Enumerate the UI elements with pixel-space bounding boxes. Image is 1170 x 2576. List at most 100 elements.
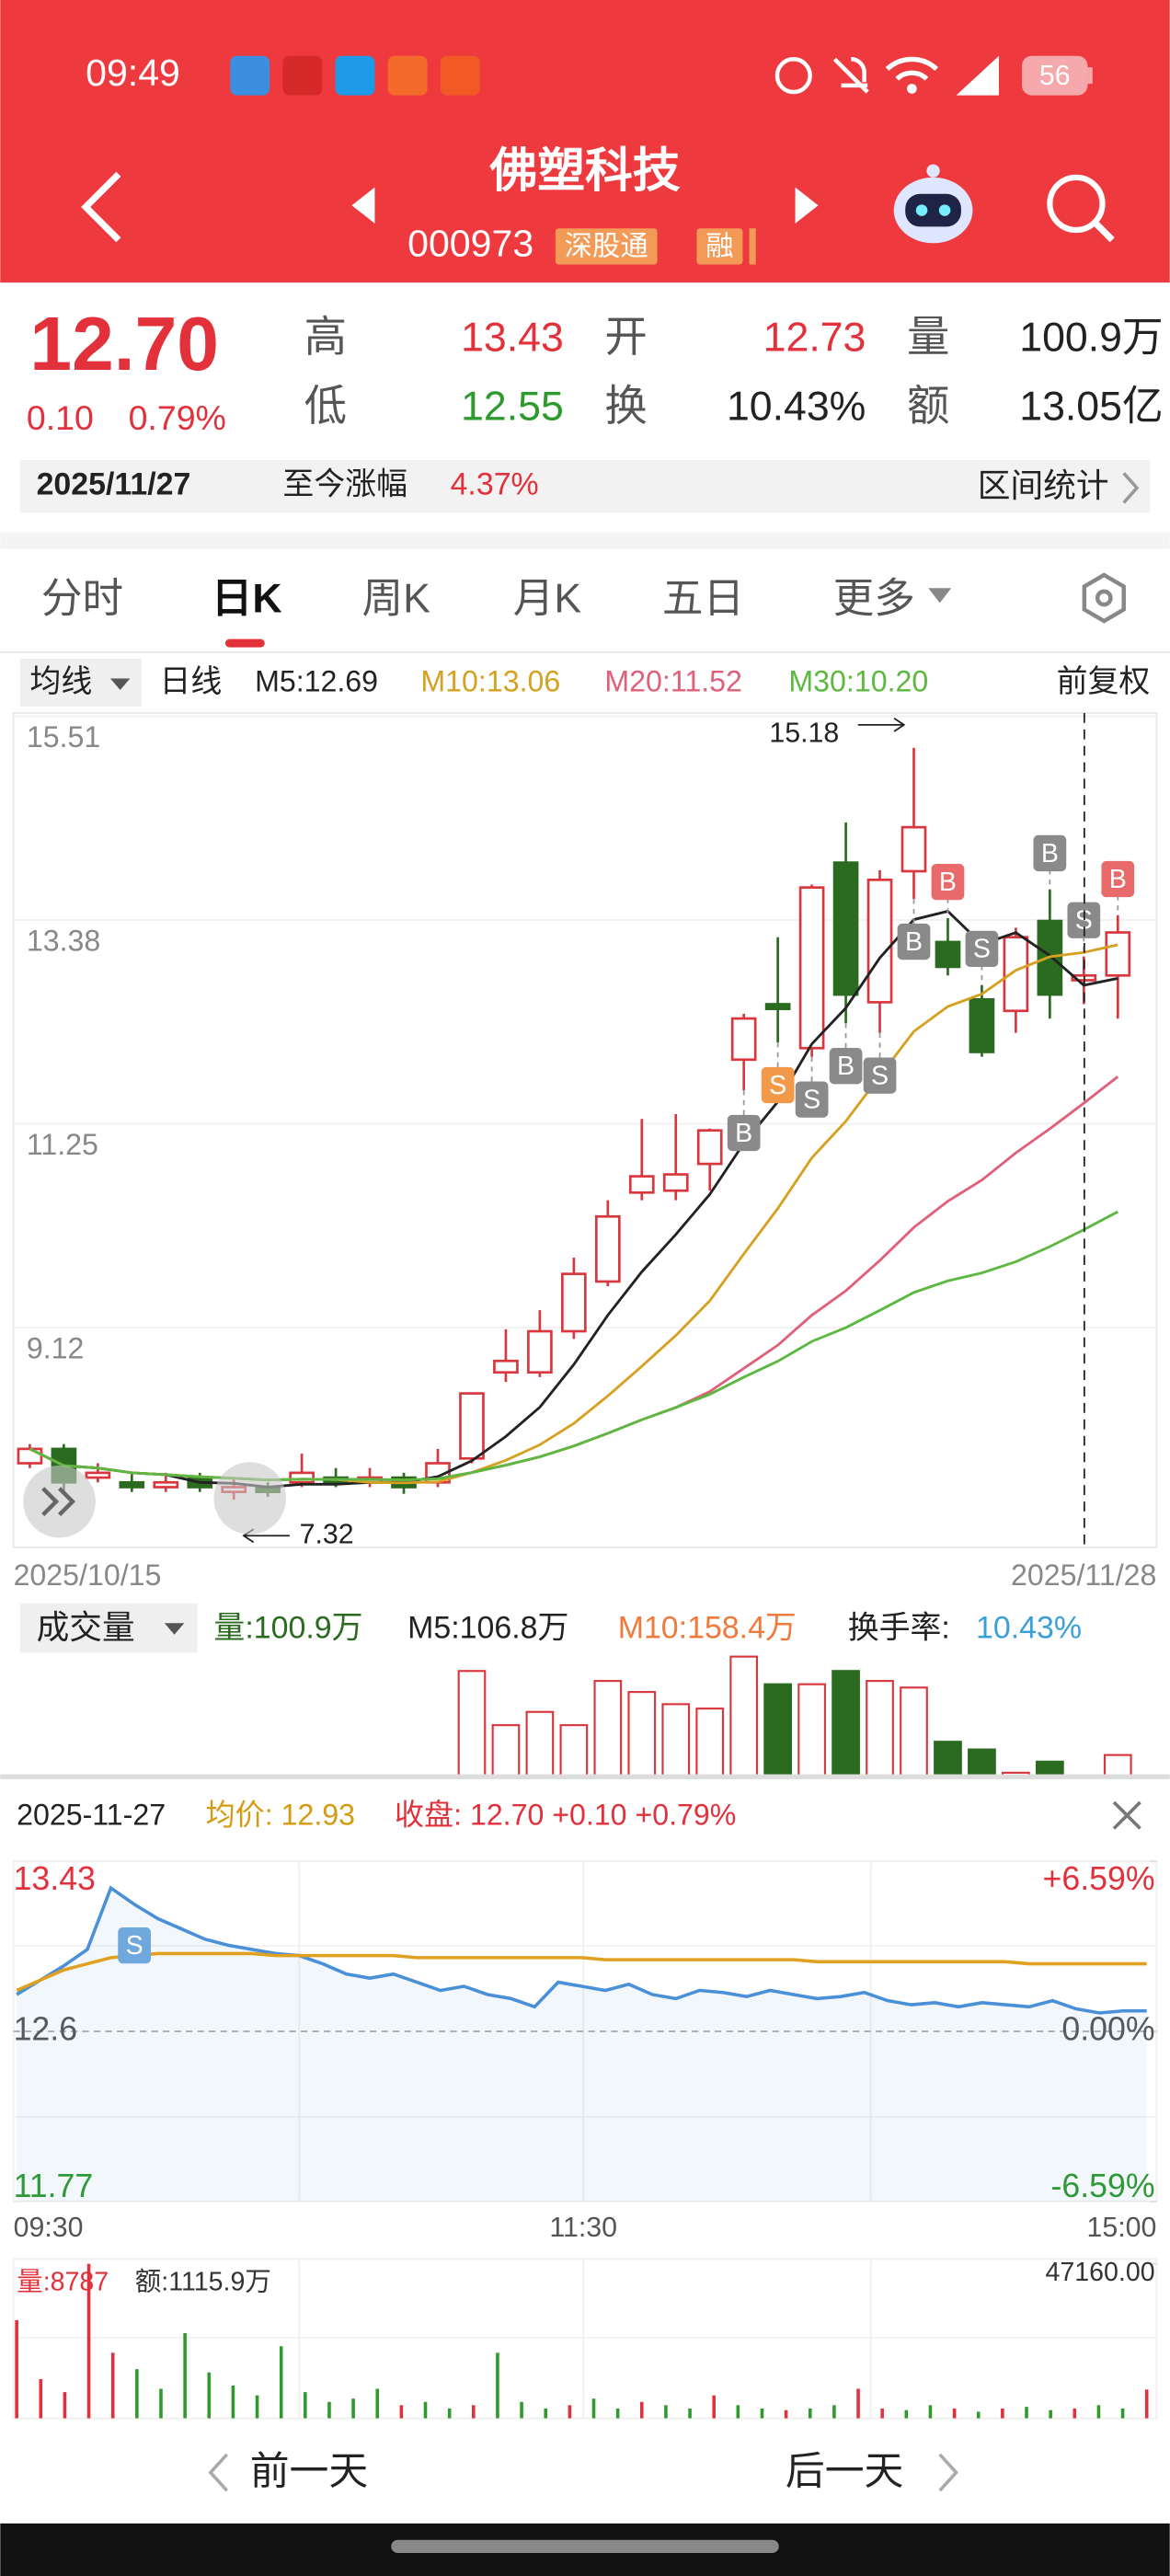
volume-bar: [808, 2408, 812, 2419]
trade-marker-label: S: [769, 1071, 786, 1100]
trade-marker: [829, 1048, 863, 1085]
volume-amount: 额:1115.9万: [135, 2268, 271, 2297]
intraday-avg: 均价: 12.93: [206, 1798, 356, 1831]
next-stock[interactable]: [795, 187, 819, 224]
next-day[interactable]: 后一天: [786, 2450, 904, 2494]
y-tick-label: 13.43: [14, 1860, 96, 1897]
close-button[interactable]: [1112, 1800, 1141, 1830]
trade-marker: [931, 863, 965, 901]
volume-bar: [661, 1703, 691, 1778]
prev-day[interactable]: 前一天: [250, 2450, 369, 2494]
candle-body: [17, 1447, 43, 1465]
volume-bar: [279, 2346, 283, 2419]
volume-bar: [856, 2388, 860, 2419]
ma-legend: M5:12.69: [255, 664, 378, 697]
volume-bar: [183, 2333, 187, 2419]
gain-value: 4.37%: [451, 467, 539, 502]
x-tick-label: 15:00: [1086, 2213, 1156, 2243]
settings-icon: [1095, 589, 1113, 607]
candle-body: [969, 997, 995, 1053]
expand-button[interactable]: [23, 1465, 96, 1538]
volume-bar: [255, 2395, 259, 2419]
candle-body: [85, 1471, 111, 1479]
trade-marker-label: B: [837, 1052, 855, 1081]
tab[interactable]: 周K: [361, 576, 430, 621]
tab[interactable]: 更多: [833, 576, 915, 621]
quote-items: 高 13.43 开 12.73 量 100.9万低 12.55 换 10.43% 额 13.05亿: [304, 313, 1164, 430]
volume-value: 量:100.9万: [213, 1610, 362, 1645]
trade-marker-label: B: [735, 1119, 752, 1148]
price-line: [16, 1885, 1147, 2015]
volume-bar: [327, 2401, 331, 2419]
volume-bar: [627, 1691, 657, 1778]
change: 0.10: [27, 398, 94, 437]
volume-bar: [928, 2405, 933, 2419]
trade-marker-label: B: [1109, 865, 1127, 894]
volume-bar: [423, 2401, 428, 2419]
trade-marker: [1101, 860, 1135, 898]
volume-bar: [375, 2388, 380, 2419]
volume-bar: [457, 1670, 487, 1778]
kline-frame: [12, 712, 1158, 1549]
tab[interactable]: 月K: [513, 576, 582, 621]
volume-bar: [976, 2411, 981, 2419]
info-bar: [19, 460, 1151, 513]
period: 日线: [160, 664, 223, 699]
y-tick-label: 11.77: [14, 2168, 94, 2204]
adjust[interactable]: 前复权: [1057, 664, 1151, 699]
y-tick-label: 13.38: [27, 924, 100, 957]
candle-body: [527, 1329, 553, 1374]
volume-bars: [457, 1655, 1132, 1778]
intraday-date: 2025-11-27: [17, 1798, 166, 1831]
search-button[interactable]: [1047, 174, 1115, 243]
volume-switch-bg[interactable]: [19, 1603, 198, 1653]
quote-label: 开: [604, 313, 647, 361]
ma-line: [29, 1210, 1118, 1482]
tab[interactable]: 分时: [41, 576, 123, 621]
y-tick-label: 12.6: [14, 2010, 78, 2047]
change-pct: 0.79%: [129, 398, 226, 437]
trade-marker: [795, 1081, 829, 1118]
status-time: 09:49: [86, 52, 180, 94]
quote-value: 100.9万: [1019, 315, 1163, 360]
volume-bar: [1025, 2407, 1028, 2419]
ma-line: [29, 909, 1118, 1489]
volume-bar: [304, 2392, 307, 2419]
volume-bar: [615, 2408, 620, 2419]
volume-value: 量:8787: [17, 2268, 109, 2297]
tab[interactable]: 五日: [662, 576, 744, 621]
volume-bar: [1103, 1754, 1132, 1778]
robot-button[interactable]: [893, 164, 973, 244]
volume-bar: [760, 2408, 764, 2419]
volume-bar: [904, 2409, 909, 2419]
volume-m5: M5:106.8万: [407, 1610, 568, 1645]
date-end: 2025/11/28: [1011, 1558, 1156, 1592]
tab[interactable]: 日K: [212, 576, 282, 621]
volume-bar: [968, 1748, 996, 1778]
quote-value: 12.73: [763, 315, 866, 360]
volume-bar: [695, 1708, 725, 1778]
range-stats[interactable]: 区间统计: [978, 467, 1109, 504]
trade-marker-label: B: [939, 868, 957, 897]
battery-level: 56: [1039, 61, 1071, 91]
volume-bar: [1001, 2408, 1004, 2419]
chevron: [938, 2453, 958, 2492]
back-button[interactable]: [81, 171, 121, 243]
trade-marker: [897, 923, 931, 960]
prev-stock[interactable]: [351, 187, 375, 224]
volume-bar: [135, 2369, 139, 2419]
ma-switch: 均线: [29, 664, 92, 699]
x-tick-label: 09:30: [14, 2213, 84, 2243]
volume-bar: [832, 2405, 836, 2419]
tag-margin: 融: [705, 231, 733, 262]
settings-button[interactable]: [1082, 572, 1126, 624]
trade-marker-label: B: [1041, 839, 1059, 868]
volume-bar: [591, 2398, 596, 2419]
trade-marker: [118, 1926, 151, 1964]
zoom-button[interactable]: [213, 1462, 286, 1535]
kline: 15.51 13.38 11.25 9.12 M5:12.69 M10:13.06 M20:…: [14, 664, 1157, 1591]
volume-bar: [351, 2398, 355, 2419]
volume-bar: [784, 2409, 788, 2419]
dropdown: [164, 1623, 185, 1635]
